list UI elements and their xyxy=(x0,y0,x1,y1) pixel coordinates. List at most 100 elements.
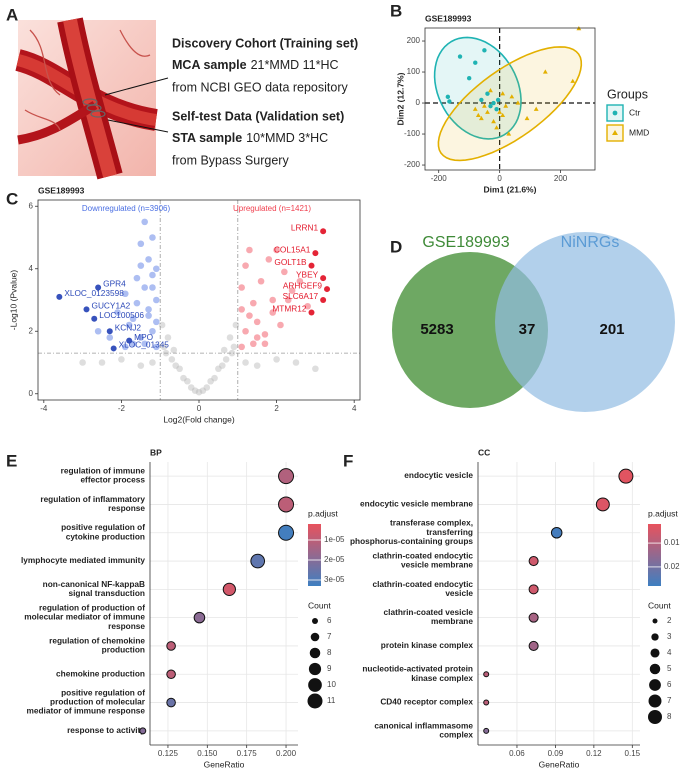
region-count: 37 xyxy=(519,321,536,338)
size-label: 3 xyxy=(667,632,672,641)
point xyxy=(281,268,288,276)
point xyxy=(269,309,277,316)
point xyxy=(509,94,515,99)
category-label: clathrin-coated endocytic vesicle membran… xyxy=(372,551,473,570)
category-label: canonical inflammasome complex xyxy=(374,720,473,739)
dot xyxy=(139,727,147,735)
point xyxy=(253,334,261,341)
point xyxy=(153,343,160,351)
point xyxy=(491,119,496,124)
category-label: clathrin-coated vesicle membrane xyxy=(384,607,474,626)
y-tick-label: -200 xyxy=(404,160,421,169)
cohort-title: Self-test Data (Validation set) xyxy=(172,109,344,123)
size-label: 4 xyxy=(667,648,672,657)
point xyxy=(184,377,191,385)
point xyxy=(222,356,230,363)
category-label: chemokine production xyxy=(56,668,145,678)
plot-background xyxy=(425,28,595,170)
point xyxy=(320,228,327,235)
point xyxy=(141,340,148,348)
size-label: 9 xyxy=(327,664,332,673)
y-tick-label: 0 xyxy=(29,389,34,398)
gene-label: LRRN1 xyxy=(291,222,319,232)
point xyxy=(106,334,114,341)
size-key xyxy=(312,618,318,624)
dot xyxy=(528,612,539,623)
legend-title: Count xyxy=(648,600,671,610)
x-tick-label: 0.06 xyxy=(509,749,525,758)
point xyxy=(228,349,236,357)
dot xyxy=(528,640,539,651)
point xyxy=(246,246,253,254)
y-tick-label: 100 xyxy=(407,67,421,76)
y-tick-label: 4 xyxy=(29,264,34,273)
point xyxy=(153,318,160,326)
point xyxy=(488,103,493,109)
x-tick-label: 0 xyxy=(497,174,502,183)
sample-name: STA sample xyxy=(172,131,242,145)
point xyxy=(324,286,331,293)
gene-label: MTMR12 xyxy=(272,304,306,314)
panel-label: D xyxy=(390,237,402,256)
point xyxy=(485,91,490,96)
point xyxy=(180,374,187,382)
point xyxy=(91,315,98,322)
sample-source: from Bypass Surgery xyxy=(172,153,289,167)
y-axis-label: Dim2 (12.7%) xyxy=(395,72,405,125)
size-key xyxy=(309,647,321,659)
gene-label: GOLT1B xyxy=(274,257,307,267)
x-axis-label: GeneRatio xyxy=(539,759,580,769)
point xyxy=(253,318,261,326)
vessel-illustration xyxy=(14,17,169,180)
point xyxy=(211,374,218,382)
dot xyxy=(618,468,634,484)
dot xyxy=(166,669,176,680)
y-axis-label: -Log10 (Pvalue) xyxy=(8,270,18,331)
point xyxy=(445,94,451,100)
dot xyxy=(222,582,236,596)
point xyxy=(478,115,484,121)
chart-title: GSE189993 xyxy=(425,13,472,23)
dot xyxy=(278,524,295,541)
point xyxy=(457,54,463,59)
point xyxy=(261,331,269,338)
dot xyxy=(166,641,176,651)
chart-title: GSE189993 xyxy=(38,185,85,195)
colorbar-label: 0.02 xyxy=(664,562,680,571)
sample-source: from NCBI GEO data repository xyxy=(172,80,349,94)
point xyxy=(308,262,315,269)
sample-name: MCA sample xyxy=(172,58,247,72)
point xyxy=(479,97,484,103)
confidence-ellipse xyxy=(437,46,583,162)
point xyxy=(533,106,539,111)
point xyxy=(141,218,148,226)
point xyxy=(145,306,152,313)
colorbar xyxy=(308,524,321,586)
legend-title: Groups xyxy=(607,87,648,101)
point xyxy=(191,387,199,394)
point xyxy=(447,99,452,104)
point xyxy=(570,78,576,83)
category-label: endocytic vesicle xyxy=(404,470,473,480)
point xyxy=(497,109,503,114)
legend-title: p.adjust xyxy=(308,508,338,518)
point xyxy=(126,337,133,344)
point xyxy=(176,365,183,373)
point xyxy=(265,256,273,263)
plot-frame xyxy=(424,27,596,171)
x-tick-label: 4 xyxy=(352,404,357,413)
dot xyxy=(483,671,490,678)
category-label: endocytic vesicle membrane xyxy=(360,499,473,509)
dot xyxy=(483,699,490,706)
point xyxy=(250,299,257,307)
gene-label: KCNJ2 xyxy=(115,322,142,332)
size-label: 8 xyxy=(667,712,672,721)
point xyxy=(149,359,156,366)
point xyxy=(246,312,253,319)
legend-label: Ctr xyxy=(629,107,641,117)
point xyxy=(250,340,257,348)
point xyxy=(98,359,106,366)
colorbar xyxy=(648,524,661,586)
point xyxy=(215,365,222,373)
